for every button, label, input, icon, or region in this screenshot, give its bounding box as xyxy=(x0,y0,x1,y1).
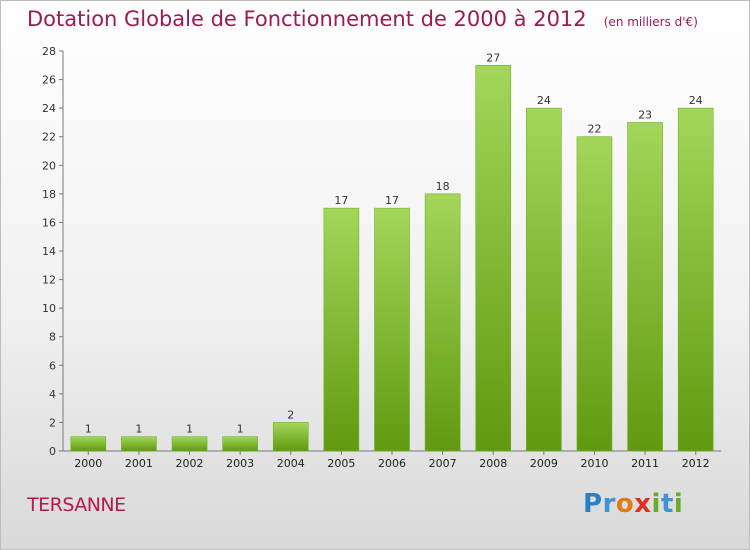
data-label: 27 xyxy=(486,51,500,64)
bar xyxy=(70,436,107,452)
x-tick-label: 2002 xyxy=(176,457,204,470)
y-tick-label: 24 xyxy=(42,102,56,115)
chart-data-labels: 1 1 1 1 2 17 17 18 27 24 22 23 24 xyxy=(85,51,703,435)
x-tick-label: 2004 xyxy=(277,457,305,470)
y-tick-label: 4 xyxy=(49,388,56,401)
chart-bars xyxy=(70,64,714,452)
data-label: 24 xyxy=(689,94,703,107)
bar xyxy=(677,107,714,452)
data-label: 1 xyxy=(237,423,244,436)
x-tick-label: 2008 xyxy=(479,457,507,470)
data-label: 22 xyxy=(587,123,601,136)
x-tick-label: 2007 xyxy=(429,457,457,470)
y-tick-label: 26 xyxy=(42,74,56,87)
y-tick-label: 6 xyxy=(49,359,56,372)
x-tick-label: 2003 xyxy=(226,457,254,470)
y-tick-label: 2 xyxy=(49,416,56,429)
data-label: 17 xyxy=(385,194,399,207)
bar xyxy=(627,122,663,452)
bar xyxy=(576,136,613,452)
bar xyxy=(374,207,410,452)
y-tick-label: 28 xyxy=(42,45,56,58)
y-tick-label: 16 xyxy=(42,216,56,229)
x-tick-label: 2005 xyxy=(327,457,355,470)
y-tick-label: 14 xyxy=(42,245,56,258)
proxiti-logo: Proxiti xyxy=(583,489,684,519)
chart-title-main: Dotation Globale de Fonctionnement de 20… xyxy=(27,7,587,31)
bar xyxy=(171,436,208,452)
bar xyxy=(475,64,512,452)
x-tick-label: 2001 xyxy=(125,457,153,470)
y-tick-label: 20 xyxy=(42,159,56,172)
bar xyxy=(323,207,360,452)
commune-name: TERSANNE xyxy=(27,494,126,516)
data-label: 23 xyxy=(638,108,652,121)
bar xyxy=(424,193,461,452)
data-label: 17 xyxy=(334,194,348,207)
data-label: 1 xyxy=(135,423,142,436)
x-tick-label: 2011 xyxy=(631,457,659,470)
bar xyxy=(121,436,157,452)
x-tick-label: 2006 xyxy=(378,457,406,470)
y-tick-label: 0 xyxy=(49,445,56,458)
y-tick-label: 10 xyxy=(42,302,56,315)
chart-title: Dotation Globale de Fonctionnement de 20… xyxy=(27,7,698,31)
data-label: 1 xyxy=(85,423,92,436)
data-label: 18 xyxy=(436,180,450,193)
data-label: 2 xyxy=(287,408,294,421)
y-tick-label: 22 xyxy=(42,131,56,144)
bar xyxy=(272,422,309,452)
x-tick-label: 2009 xyxy=(530,457,558,470)
y-tick-label: 8 xyxy=(49,331,56,344)
chart-title-unit: (en milliers d'€) xyxy=(603,15,698,29)
data-label: 24 xyxy=(537,94,551,107)
x-tick-label: 2010 xyxy=(580,457,608,470)
bar xyxy=(222,436,258,452)
x-tick-label: 2012 xyxy=(682,457,710,470)
x-tick-label: 2000 xyxy=(74,457,102,470)
y-tick-label: 12 xyxy=(42,274,56,287)
y-tick-label: 18 xyxy=(42,188,56,201)
data-label: 1 xyxy=(186,423,193,436)
bar xyxy=(526,107,562,452)
